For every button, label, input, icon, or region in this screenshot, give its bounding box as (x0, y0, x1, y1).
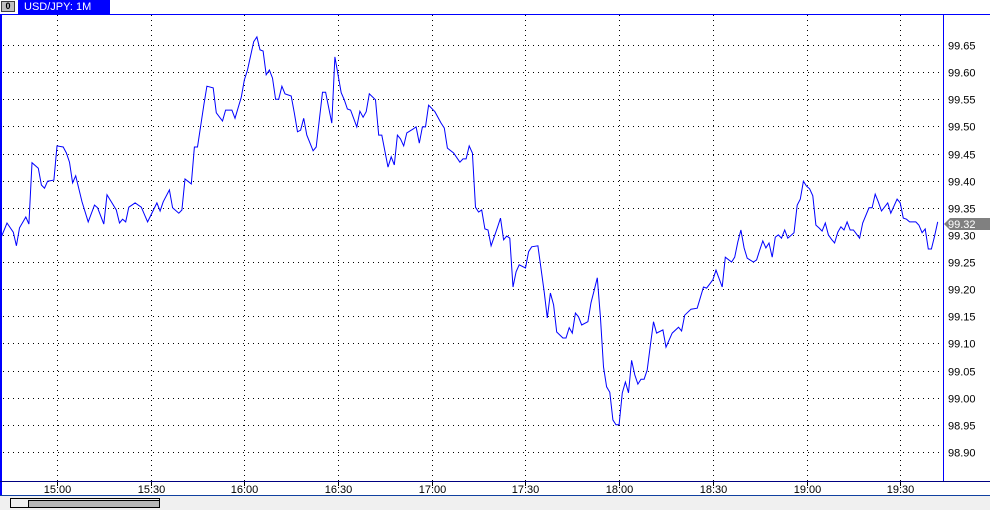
window-tabbar: 0 USD/JPY: 1M (0, 0, 990, 14)
horizontal-scrollbar[interactable] (0, 496, 990, 510)
price-tick-label: 99.10 (948, 339, 976, 351)
current-price-marker (944, 218, 990, 231)
time-tick-label: 17:00 (419, 484, 447, 496)
time-tick-label: 16:30 (325, 484, 353, 496)
scrollbar-thumb[interactable] (28, 500, 160, 508)
tabbar-border (0, 14, 990, 15)
chart-window-icon[interactable]: 0 (1, 1, 15, 12)
current-price-badge: 99.32 (944, 218, 990, 231)
time-tick-label: 19:30 (887, 484, 915, 496)
chart-frame (0, 0, 990, 496)
price-tick-label: 99.25 (948, 258, 976, 270)
price-tick-label: 99.35 (948, 204, 976, 216)
price-tick-label: 99.50 (948, 122, 976, 134)
current-price-label: 99.32 (948, 219, 976, 231)
price-tick-label: 99.65 (948, 41, 976, 53)
price-line (0, 35, 939, 426)
time-axis[interactable]: 15:00 15:30 16:00 16:30 17:00 17:30 18:00 18:30… (44, 482, 915, 496)
price-tick-label: 99.15 (948, 312, 976, 324)
time-tick-label: 19:00 (794, 484, 822, 496)
price-tick-label: 99.20 (948, 285, 976, 297)
scrollbar-track[interactable] (10, 498, 160, 508)
price-tick-label: 99.45 (948, 150, 976, 162)
price-tick-label: 99.30 (948, 231, 976, 243)
time-tick-label: 15:00 (44, 484, 72, 496)
time-tick-label: 18:30 (700, 484, 728, 496)
price-tick-label: 99.00 (948, 394, 976, 406)
time-tick-label: 18:00 (606, 484, 634, 496)
price-axis[interactable]: 99.65 99.60 99.55 99.50 99.45 99.40 99.35 99.30… (948, 41, 976, 460)
price-tick-label: 99.05 (948, 367, 976, 379)
time-tick-label: 17:30 (512, 484, 540, 496)
price-tick-label: 99.60 (948, 68, 976, 80)
price-tick-label: 98.90 (948, 448, 976, 460)
price-tick-label: 98.95 (948, 421, 976, 433)
time-tick-label: 16:00 (231, 484, 259, 496)
price-tick-label: 99.55 (948, 95, 976, 107)
grid (3, 15, 943, 481)
tab-usdjpy-1m[interactable]: USD/JPY: 1M (18, 0, 110, 14)
time-tick-label: 15:30 (138, 484, 166, 496)
price-tick-label: 99.40 (948, 177, 976, 189)
